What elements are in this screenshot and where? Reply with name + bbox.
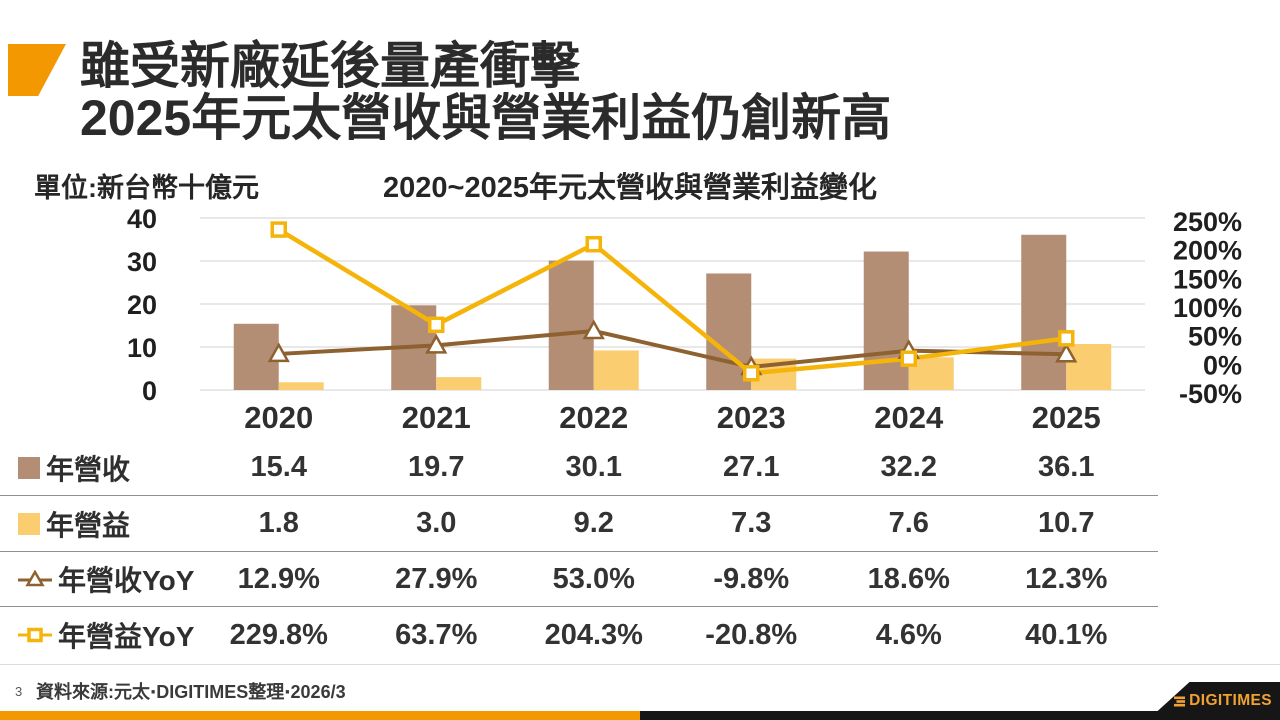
- logo-text: DIGITIMES: [1189, 692, 1272, 709]
- footer-divider: [0, 664, 1280, 665]
- marker-square-2022: [585, 235, 602, 253]
- page-title-line2: 2025年元太營收與營業利益仍創新高: [80, 90, 892, 146]
- left-axis-tick: 20: [127, 290, 157, 320]
- profit-bar-swatch-icon: [18, 512, 40, 535]
- table-cell: 36.1: [1038, 451, 1095, 483]
- table-cell: 30.1: [565, 451, 622, 483]
- right-axis-tick: 0%: [1203, 350, 1242, 380]
- table-cell: 3.0: [416, 507, 457, 539]
- profit-yoy-line-square-icon: [18, 627, 52, 643]
- right-axis-tick: 250%: [1173, 207, 1242, 237]
- revenue-bar-swatch-icon: [18, 456, 40, 479]
- table-cell: 19.7: [408, 451, 465, 483]
- table-cell: 32.2: [880, 451, 937, 483]
- bar-年營收-2022: [548, 260, 594, 390]
- x-axis-label-2023: 2023: [717, 400, 786, 435]
- table-cell: 63.7%: [395, 618, 478, 651]
- bar-年營益-2021: [436, 377, 482, 390]
- bar-年營益-2020: [278, 382, 324, 390]
- source-note: 資料來源:元太‧DIGITIMES整理‧2026/3: [36, 682, 346, 702]
- bar-年營益-2025: [1066, 343, 1112, 390]
- table-row-profit-yoy: 年營益YoY 229.8% 63.7% 204.3% -20.8% 4.6% 40.1%: [0, 607, 1158, 663]
- table-cell: 27.1: [723, 451, 780, 483]
- left-axis-tick: 40: [127, 204, 157, 234]
- marker-triangle-2025: [1055, 342, 1078, 363]
- chart-title: 2020~2025年元太營收與營業利益變化: [383, 172, 877, 204]
- table-cell: 9.2: [573, 507, 614, 539]
- right-axis-tick: 100%: [1173, 293, 1242, 323]
- unit-label: 單位:新台幣十億元: [34, 173, 259, 203]
- left-axis-tick: 0: [142, 376, 157, 406]
- table-cell: 40.1%: [1025, 618, 1108, 651]
- right-axis-tick: 150%: [1173, 264, 1242, 294]
- table-cell: 4.6%: [875, 618, 942, 651]
- table-cell: -9.8%: [713, 562, 790, 595]
- table-cell: 1.8: [258, 507, 299, 539]
- legend-revenue: 年營收: [18, 440, 130, 495]
- legend-profit-yoy: 年營益YoY: [18, 607, 194, 663]
- row-label: 年營益YoY: [58, 621, 195, 652]
- x-axis-label-2025: 2025: [1032, 400, 1101, 435]
- legend-revenue-yoy: 年營收YoY: [18, 552, 194, 606]
- right-axis-tick: 200%: [1173, 236, 1242, 266]
- bottom-bar-black: [640, 711, 1280, 720]
- left-axis-tick: 30: [127, 247, 157, 277]
- bar-年營益-2022: [593, 350, 639, 390]
- table-cell: 12.9%: [237, 562, 320, 595]
- table-row-revenue: 年營收 15.4 19.7 30.1 27.1 32.2 36.1: [0, 440, 1158, 496]
- table-cell: 12.3%: [1025, 562, 1108, 595]
- table-cell: -20.8%: [705, 618, 798, 651]
- page-number: 3: [15, 684, 23, 699]
- table-cell: 7.3: [731, 507, 772, 539]
- revenue-yoy-line-triangle-icon: [18, 570, 52, 587]
- right-axis-tick: -50%: [1179, 379, 1242, 409]
- x-axis-label-2020: 2020: [244, 400, 313, 435]
- marker-triangle-2020: [267, 342, 290, 363]
- page-title: 雖受新廠延後量產衝擊 2025年元太營收與營業利益仍創新高: [80, 40, 891, 144]
- right-axis-tick: 50%: [1188, 322, 1242, 352]
- table-cell: 204.3%: [544, 618, 643, 651]
- marker-square-2020: [270, 221, 287, 238]
- table-cell: 18.6%: [867, 562, 950, 595]
- marker-square-2025: [1058, 330, 1075, 347]
- marker-square-2023: [743, 365, 760, 382]
- table-cell: 53.0%: [552, 562, 635, 595]
- left-axis-tick: 10: [127, 333, 157, 363]
- bar-年營收-2024: [863, 251, 909, 390]
- marker-triangle-2021: [425, 333, 448, 354]
- line-年營益YoY: [276, 227, 1069, 376]
- line-年營收YoY: [276, 328, 1069, 369]
- marker-triangle-2022: [582, 319, 605, 340]
- table-cell: 15.4: [250, 451, 307, 483]
- digitimes-stripes-icon: [1174, 696, 1186, 707]
- marker-square-2021: [428, 316, 445, 334]
- legend-profit: 年營益: [18, 496, 130, 551]
- bottom-bar-orange: [0, 711, 640, 720]
- row-label: 年營益: [46, 509, 131, 541]
- row-label: 年營收YoY: [58, 565, 195, 596]
- bar-年營收-2025: [1021, 234, 1067, 390]
- table-row-revenue-yoy: 年營收YoY 12.9% 27.9% 53.0% -9.8% 18.6% 12.3%: [0, 552, 1158, 607]
- table-row-profit: 年營益 1.8 3.0 9.2 7.3 7.6 10.7: [0, 496, 1158, 552]
- table-cell: 7.6: [888, 507, 929, 539]
- table-cell: 10.7: [1038, 507, 1095, 539]
- page-title-line1: 雖受新廠延後量產衝擊: [80, 38, 580, 94]
- row-label: 年營收: [46, 453, 131, 485]
- x-axis-label-2024: 2024: [874, 400, 944, 435]
- table-cell: 229.8%: [229, 618, 328, 651]
- table-cell: 27.9%: [395, 562, 478, 595]
- x-axis-label-2021: 2021: [402, 400, 471, 435]
- marker-square-2024: [900, 350, 917, 367]
- x-axis-label-2022: 2022: [559, 400, 628, 435]
